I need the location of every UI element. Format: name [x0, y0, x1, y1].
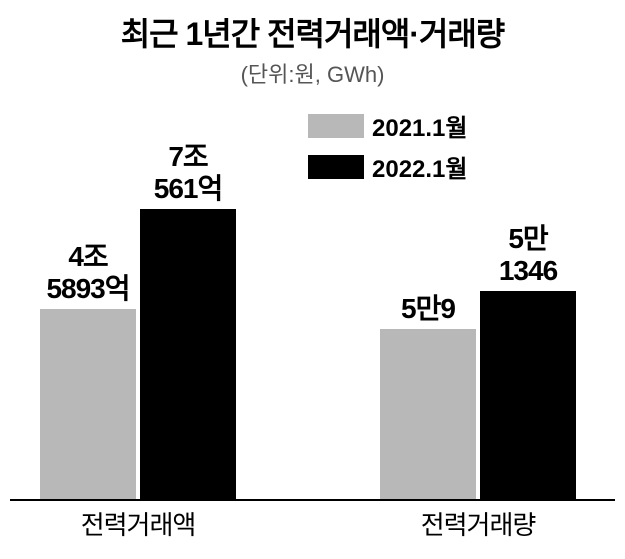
bar-label-line2: 561억: [154, 173, 222, 204]
bar-label-line1: 7조: [168, 141, 207, 172]
plot-area: 4조 5893억 7조 561억 5만9 5만 1346: [10, 131, 615, 501]
x-axis-labels: 전력거래액 전력거래량: [10, 505, 615, 545]
x-label-1: 전력거래량: [421, 505, 536, 542]
bar-label-line1: 5만: [508, 223, 547, 254]
bar-label-line1: 4조: [68, 241, 107, 272]
bar-group-0: 4조 5893억 7조 561억: [40, 209, 236, 499]
bar-1-0: 5만9: [380, 329, 476, 499]
bar-label-0-0: 4조 5893억: [46, 241, 129, 305]
bar-label-line1: 5만9: [401, 293, 455, 324]
chart-container: 최근 1년간 전력거래액·거래량 (단위:원, GWh) 2021.1월 202…: [0, 0, 625, 559]
bar-0-0: 4조 5893억: [40, 309, 136, 499]
bar-1-1: 5만 1346: [480, 291, 576, 499]
bar-label-line2: 5893억: [46, 273, 129, 304]
chart-title: 최근 1년간 전력거래액·거래량: [10, 15, 615, 53]
chart-subtitle: (단위:원, GWh): [10, 57, 615, 89]
bar-label-1-1: 5만 1346: [499, 223, 557, 287]
bar-0-1: 7조 561억: [140, 209, 236, 499]
bar-label-0-1: 7조 561억: [154, 141, 222, 205]
bar-label-1-0: 5만9: [401, 293, 455, 325]
bar-label-line2: 1346: [499, 255, 557, 286]
bar-group-1: 5만9 5만 1346: [380, 291, 576, 499]
x-label-0: 전력거래액: [81, 505, 196, 542]
